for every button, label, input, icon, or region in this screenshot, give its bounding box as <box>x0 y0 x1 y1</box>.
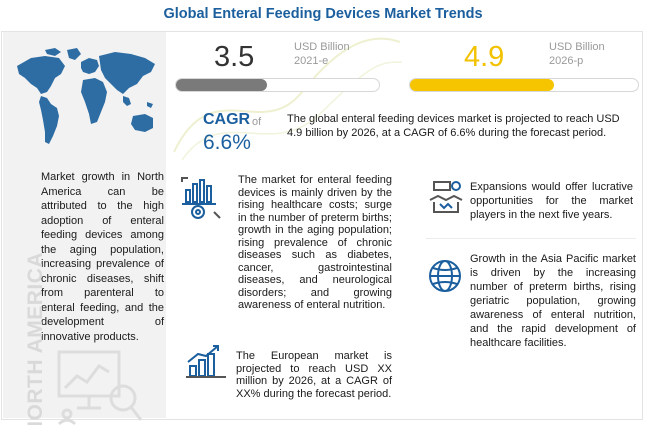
unit-2021: USD Billion 2021-e <box>294 40 350 68</box>
bar-2026 <box>409 78 639 92</box>
cagr-of: of <box>252 116 262 128</box>
analytics-presentation-icon <box>57 350 143 425</box>
unit-2026: USD Billion 2026-p <box>549 40 605 68</box>
decorative-swirl <box>173 37 402 161</box>
handshake-icon <box>429 181 463 213</box>
value-2021: 3.5 <box>214 41 255 73</box>
chart-gear-icon <box>181 177 221 219</box>
unit-2026-year: 2026-p <box>549 55 584 67</box>
cagr-label: CAGR <box>203 111 251 128</box>
divider <box>426 238 636 239</box>
left-panel: Market growth in North America can be at… <box>3 32 166 425</box>
growth-bars-icon <box>186 345 226 378</box>
globe-icon <box>429 260 461 292</box>
page-title: Global Enteral Feeding Devices Market Tr… <box>163 6 483 22</box>
bar-2021-fill <box>176 79 268 91</box>
bar-2021 <box>175 78 380 92</box>
unit-2026-currency: USD Billion <box>549 41 605 53</box>
unit-2021-currency: USD Billion <box>294 41 350 53</box>
value-2026: 4.9 <box>464 41 505 73</box>
cagr-description: The global enteral feeding devices marke… <box>287 113 620 139</box>
north-america-text: Market growth in North America can be at… <box>41 171 164 343</box>
expansions-text: Expansions would offer lucrative opportu… <box>470 181 633 221</box>
europe-text: The European market is projected to reac… <box>236 350 392 400</box>
world-map-icon <box>17 48 155 144</box>
bar-2026-fill <box>410 79 554 91</box>
cagr-value: 6.6% <box>203 131 251 154</box>
asia-pacific-text: Growth in the Asia Pacific market is dri… <box>470 253 636 349</box>
unit-2021-year: 2021-e <box>294 55 329 67</box>
region-label: NORTH AMERICA <box>24 251 47 425</box>
drivers-text: The market for enteral feeding devices i… <box>238 174 392 311</box>
